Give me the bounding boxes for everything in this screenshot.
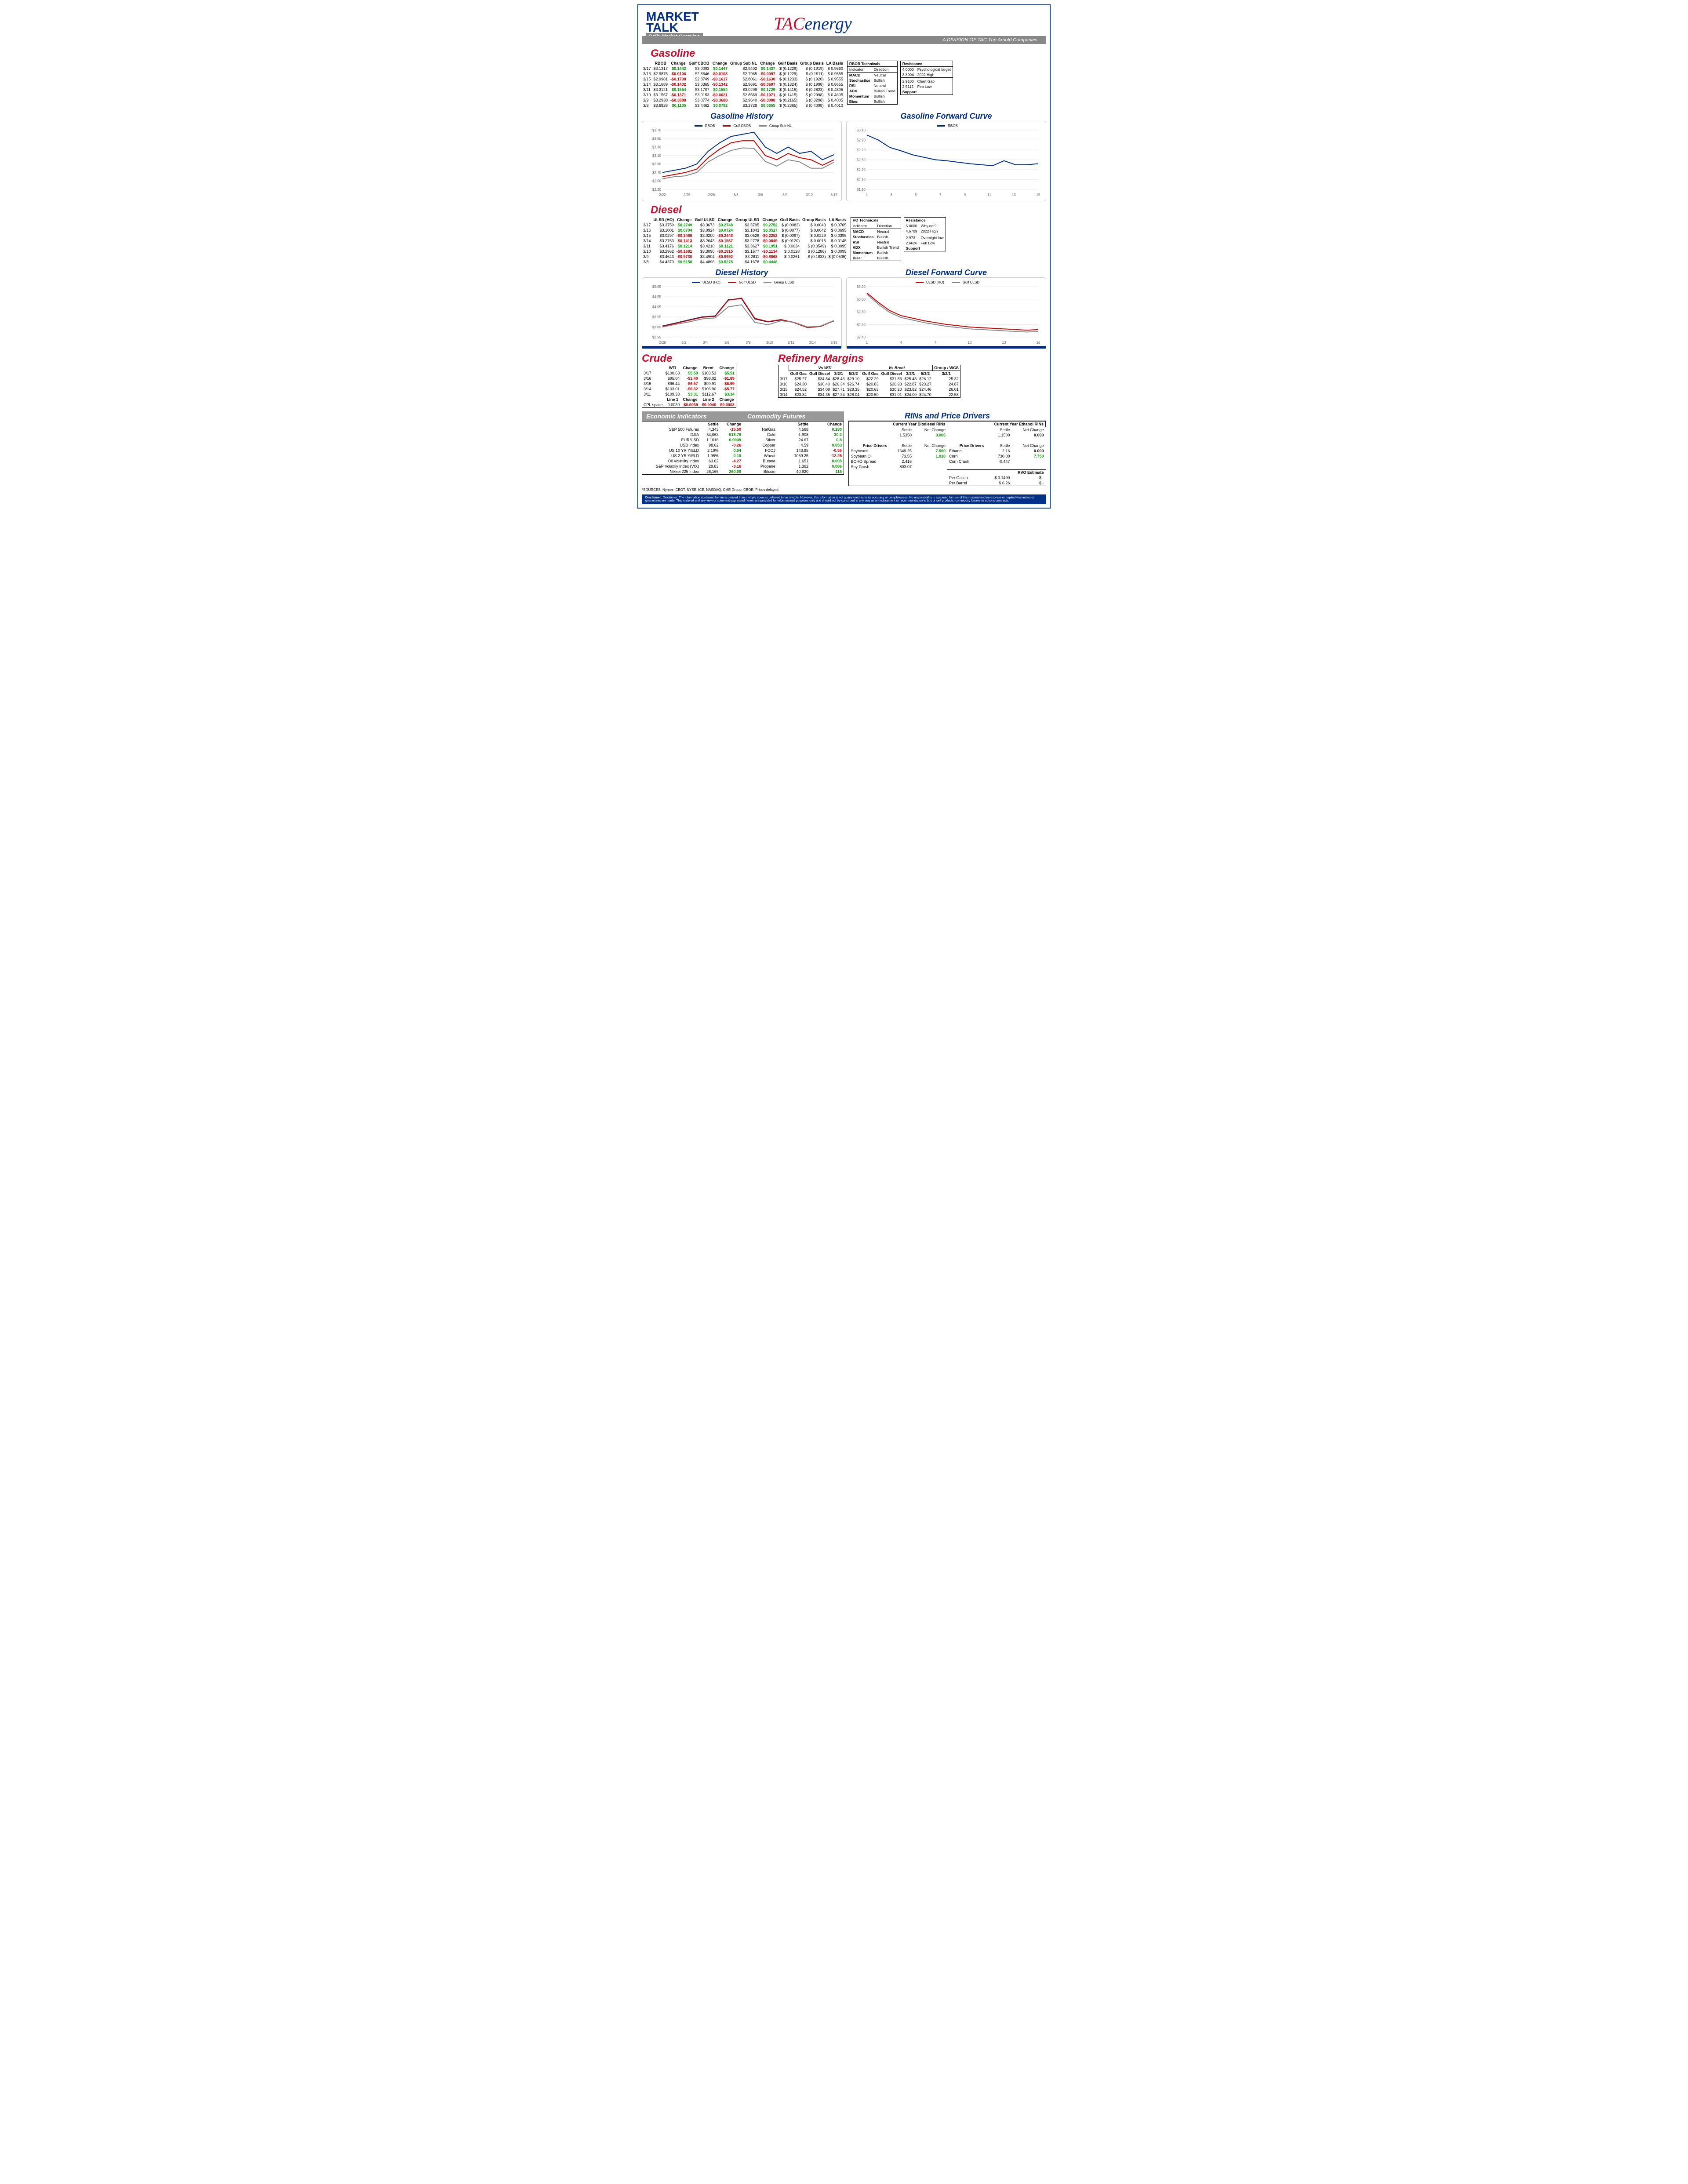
sources-note: *SOURCES: Nymex, CBOT, NYSE, ICE, NASDAQ… (642, 488, 1046, 492)
rbob-technicals: RBOB TechnicalsIndicatorDirectionMACDNeu… (847, 61, 898, 105)
svg-text:$4.05: $4.05 (652, 305, 662, 309)
svg-text:$3.10: $3.10 (857, 128, 866, 132)
svg-text:$2.30: $2.30 (857, 168, 866, 172)
diesel-history-title: Diesel History (642, 268, 842, 277)
svg-text:3/10: 3/10 (766, 341, 773, 345)
svg-text:3/4: 3/4 (703, 341, 708, 345)
gasoline-forward-legend: RBOB (849, 124, 1043, 128)
svg-text:$3.30: $3.30 (652, 145, 662, 149)
svg-text:$3.50: $3.50 (652, 137, 662, 141)
rins-table: Current Year Biodiesel RINsCurrent Year … (848, 421, 1046, 486)
commod-title: Commodity Futures (743, 411, 844, 421)
division-bar: A DIVISION OF TAC The Arnold Companies (642, 36, 1046, 44)
svg-text:2/22: 2/22 (659, 193, 666, 197)
gasoline-forward-title: Gasoline Forward Curve (846, 112, 1046, 121)
svg-text:$5.05: $5.05 (652, 285, 662, 289)
svg-text:3/16: 3/16 (830, 341, 837, 345)
econ-table: SettleChangeS&P 500 Futures4,343-15.50DJ… (642, 422, 743, 474)
crude-table: WTIChangeBrentChange3/17$100.63$5.59$103… (642, 365, 736, 408)
svg-text:3/6: 3/6 (758, 193, 763, 197)
svg-text:$2.80: $2.80 (857, 310, 866, 314)
svg-text:$2.50: $2.50 (857, 158, 866, 162)
svg-text:$2.10: $2.10 (857, 178, 866, 182)
svg-text:3/9: 3/9 (782, 193, 788, 197)
svg-text:2/28: 2/28 (708, 193, 715, 197)
svg-text:3/6: 3/6 (724, 341, 730, 345)
diesel-history-chart: ULSD (HO)Gulf ULSDGroup ULSD $2.55 $3.05 $… (642, 277, 842, 349)
diesel-table: ULSD (HO)ChangeGulf ULSDChangeGroup ULSD… (642, 217, 848, 265)
tac-logo: TACenergy (774, 13, 852, 34)
svg-text:$3.55: $3.55 (652, 315, 662, 319)
diesel-title: Diesel (651, 204, 1046, 216)
svg-text:13: 13 (1002, 341, 1006, 345)
gasoline-history-chart: RBOBGulf CBOBGroup Sub NL $2.30 $2.50 $2.7… (642, 121, 842, 201)
gasoline-forward-chart: RBOB $1.90 $2.10 $2.30 $2.50 $2.70 $2.90 $3.10… (846, 121, 1046, 201)
svg-text:$3.10: $3.10 (652, 154, 662, 158)
svg-text:1: 1 (866, 193, 868, 197)
svg-text:3/15: 3/15 (830, 193, 837, 197)
svg-text:11: 11 (987, 193, 991, 197)
svg-text:$3.20: $3.20 (857, 285, 866, 289)
refinery-title: Refinery Margins (778, 352, 1046, 365)
diesel-history-legend: ULSD (HO)Gulf ULSDGroup ULSD (645, 280, 839, 284)
svg-text:3/12: 3/12 (788, 341, 795, 345)
rins-title: RINs and Price Drivers (848, 411, 1046, 421)
svg-text:$2.60: $2.60 (857, 323, 866, 327)
svg-text:3/8: 3/8 (746, 341, 751, 345)
svg-text:$2.70: $2.70 (857, 148, 866, 152)
svg-text:16: 16 (1037, 341, 1040, 345)
tac-red: TAC (774, 14, 804, 33)
svg-text:$3.05: $3.05 (652, 325, 662, 329)
diesel-forward-chart: ULSD (HO)Gulf ULSD $2.40 $2.60 $2.80 $3.00 $… (846, 277, 1046, 349)
rbob-resistance: Resistance4.0000Psychological target3.89… (900, 61, 953, 95)
diesel-forward-title: Diesel Forward Curve (846, 268, 1046, 277)
svg-text:2/25: 2/25 (684, 193, 691, 197)
svg-text:3/14: 3/14 (809, 341, 816, 345)
svg-text:$4.55: $4.55 (652, 295, 662, 299)
page-header: MARKET TALK Daily Market Overview TACene… (642, 9, 1046, 44)
svg-text:$3.70: $3.70 (652, 128, 662, 132)
gasoline-table: RBOBChangeGulf CBOBChangeGroup Sub NLCha… (642, 61, 844, 108)
econ-title: Economic Indicators (642, 411, 743, 421)
svg-text:$2.55: $2.55 (652, 335, 662, 339)
svg-text:3/3: 3/3 (734, 193, 739, 197)
svg-text:$2.70: $2.70 (652, 171, 662, 174)
svg-text:7: 7 (935, 341, 937, 345)
svg-text:3/2: 3/2 (681, 341, 687, 345)
svg-text:$1.90: $1.90 (857, 188, 866, 192)
logo-talk: TALK (646, 22, 703, 33)
refinery-table: Vs WTIVs BrentGroup / WCSGulf GasGulf Di… (778, 365, 960, 398)
svg-text:7: 7 (939, 193, 942, 197)
svg-text:$2.30: $2.30 (652, 188, 662, 192)
svg-text:9: 9 (964, 193, 966, 197)
gasoline-title: Gasoline (651, 47, 1046, 60)
svg-text:$3.00: $3.00 (857, 298, 866, 302)
diesel-forward-legend: ULSD (HO)Gulf ULSD (849, 280, 1043, 284)
svg-text:$2.40: $2.40 (857, 335, 866, 339)
crude-title: Crude (642, 352, 774, 365)
svg-text:2/28: 2/28 (659, 341, 666, 345)
commod-table: SettleChangeNatGas4.5680.180Gold1,90830.… (743, 422, 844, 474)
svg-text:15: 15 (1037, 193, 1040, 197)
svg-text:3: 3 (890, 193, 892, 197)
gasoline-history-title: Gasoline History (642, 112, 842, 121)
tac-blue: energy (804, 14, 851, 33)
svg-text:$2.90: $2.90 (857, 138, 866, 142)
svg-text:4: 4 (900, 341, 902, 345)
svg-text:$2.50: $2.50 (652, 179, 662, 183)
gasoline-history-legend: RBOBGulf CBOBGroup Sub NL (645, 124, 839, 128)
svg-text:13: 13 (1012, 193, 1016, 197)
svg-text:10: 10 (968, 341, 972, 345)
disclaimer: Disclaimer: Disclaimer: The information … (642, 494, 1046, 504)
svg-text:5: 5 (915, 193, 917, 197)
svg-text:$2.90: $2.90 (652, 162, 662, 166)
svg-text:1: 1 (866, 341, 868, 345)
ho-technicals: HO TechnicalsIndicatorDirectionMACDNeutr… (851, 217, 901, 261)
ho-resistance: Resistance5.0000Why not?4.67092022 High2… (904, 217, 946, 251)
svg-text:3/12: 3/12 (806, 193, 813, 197)
